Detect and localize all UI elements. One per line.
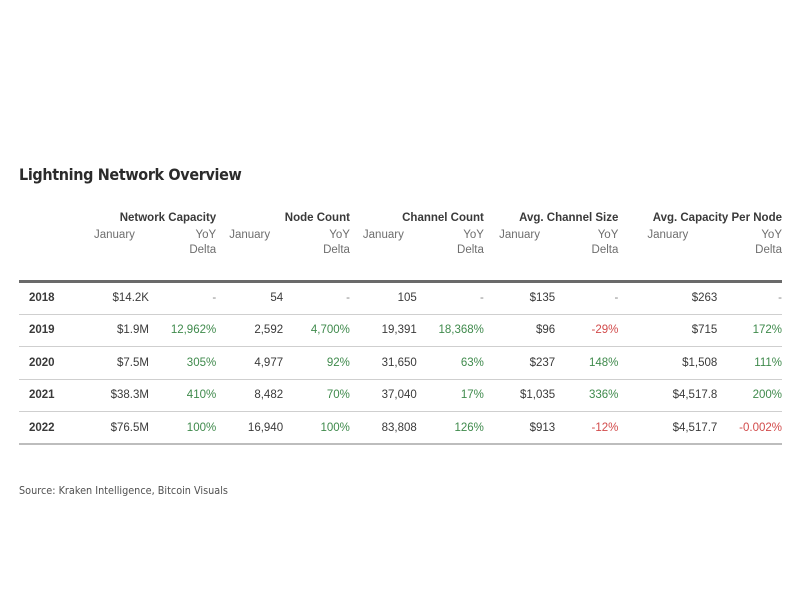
yoy-delta-cell: 12,962%: [170, 324, 217, 337]
year-cell: 2021: [29, 389, 55, 402]
january-value-cell: 37,040: [381, 389, 417, 402]
january-header: January: [93, 229, 135, 241]
yoy-delta-cell: 126%: [454, 421, 484, 434]
january-value-cell: $4,517.7: [672, 421, 718, 434]
yoy-delta-cell: 200%: [752, 389, 782, 402]
yoy-delta-cell: 17%: [460, 389, 484, 402]
yoy-delta-cell: 111%: [754, 356, 782, 369]
yoy-delta-cell: 100%: [186, 421, 217, 434]
yoy-delta-cell: 336%: [588, 389, 619, 402]
january-header: January: [229, 229, 271, 241]
year-header: [19, 208, 80, 228]
group-header-row: Network Capacity Node Count Channel Coun…: [19, 208, 782, 228]
table-row: 2018 $14.2K - 54 - 105 - $135 - $263 -: [19, 282, 782, 314]
january-header: January: [647, 229, 689, 241]
year-cell: 2020: [29, 356, 55, 369]
year-cell: 2022: [29, 421, 55, 434]
january-value-cell: $263: [691, 292, 718, 305]
january-value-cell: $237: [529, 356, 556, 369]
january-value-cell: 19,391: [381, 324, 417, 337]
yoy-delta-header: YoY Delta: [591, 229, 619, 256]
yoy-delta-cell: -0.002%: [739, 421, 782, 434]
january-value-cell: $38.3M: [110, 389, 149, 402]
january-value-cell: $135: [529, 292, 556, 305]
yoy-delta-header: YoY Delta: [189, 229, 217, 256]
group-avg-capacity-per-node: Avg. Capacity Per Node: [652, 212, 782, 224]
yoy-delta-cell: -: [212, 292, 217, 305]
january-value-cell: 2,592: [254, 324, 284, 337]
january-value-cell: 4,977: [254, 356, 284, 369]
january-value-cell: $913: [529, 421, 556, 434]
january-value-cell: $7.5M: [117, 356, 149, 369]
table-row: 2020 $7.5M 305% 4,977 92% 31,650 63% $237 148% $1…: [19, 347, 782, 379]
yoy-delta-cell: 100%: [320, 421, 350, 434]
table-row: 2022 $76.5M 100% 16,940 100% 83,808 126% $913 -1…: [19, 412, 782, 444]
january-value-cell: $4,517.8: [672, 389, 718, 402]
yoy-delta-header: YoY Delta: [755, 229, 782, 256]
january-value-cell: 105: [397, 292, 417, 305]
january-value-cell: $96: [535, 324, 556, 337]
january-value-cell: $14.2K: [112, 292, 149, 305]
yoy-delta-cell: -: [346, 292, 350, 305]
overview-table: Network Capacity Node Count Channel Coun…: [19, 208, 782, 445]
group-avg-channel-size: Avg. Channel Size: [519, 212, 619, 224]
january-value-cell: 16,940: [247, 421, 284, 434]
yoy-delta-header: YoY Delta: [323, 229, 350, 256]
yoy-delta-cell: 18,368%: [438, 324, 484, 337]
group-channel-count: Channel Count: [402, 212, 484, 224]
year-cell: 2018: [29, 292, 55, 305]
yoy-delta-cell: -: [778, 292, 782, 305]
january-value-cell: $1,035: [519, 389, 556, 402]
january-value-cell: 8,482: [254, 389, 284, 402]
overview-card: Lightning Network Overview Network Capac…: [0, 150, 790, 520]
source-note: Source: Kraken Intelligence, Bitcoin Vis…: [19, 484, 228, 497]
yoy-delta-cell: 305%: [186, 356, 217, 369]
yoy-delta-cell: -29%: [591, 324, 619, 337]
sub-header-row: January YoY Delta January YoY Delta Januar…: [19, 228, 782, 282]
yoy-delta-cell: 63%: [460, 356, 484, 369]
group-node-count: Node Count: [284, 212, 350, 224]
january-value-cell: $715: [691, 324, 718, 337]
january-value-cell: $1,508: [682, 356, 718, 369]
table-row: 2019 $1.9M 12,962% 2,592 4,700% 19,391 18,368%…: [19, 314, 782, 347]
yoy-delta-cell: 148%: [588, 356, 619, 369]
yoy-delta-header: YoY Delta: [457, 229, 484, 256]
yoy-delta-cell: -: [614, 292, 619, 305]
yoy-delta-cell: 4,700%: [310, 324, 350, 337]
yoy-delta-cell: -: [480, 292, 484, 305]
january-value-cell: 83,808: [381, 421, 417, 434]
january-value-cell: $76.5M: [110, 421, 149, 434]
january-header: January: [499, 229, 540, 241]
yoy-delta-cell: -12%: [591, 421, 619, 434]
yoy-delta-cell: 92%: [326, 356, 350, 369]
january-value-cell: 31,650: [381, 356, 417, 369]
yoy-delta-cell: 70%: [326, 389, 350, 402]
january-value-cell: 54: [270, 292, 284, 305]
january-value-cell: $1.9M: [117, 324, 149, 337]
page-title: Lightning Network Overview: [19, 165, 242, 184]
group-network-capacity: Network Capacity: [119, 212, 217, 224]
table-row: 2021 $38.3M 410% 8,482 70% 37,040 17% $1,035 336…: [19, 379, 782, 412]
year-cell: 2019: [29, 324, 55, 337]
yoy-delta-cell: 172%: [752, 324, 782, 337]
yoy-delta-cell: 410%: [186, 389, 217, 402]
january-header: January: [362, 229, 404, 241]
